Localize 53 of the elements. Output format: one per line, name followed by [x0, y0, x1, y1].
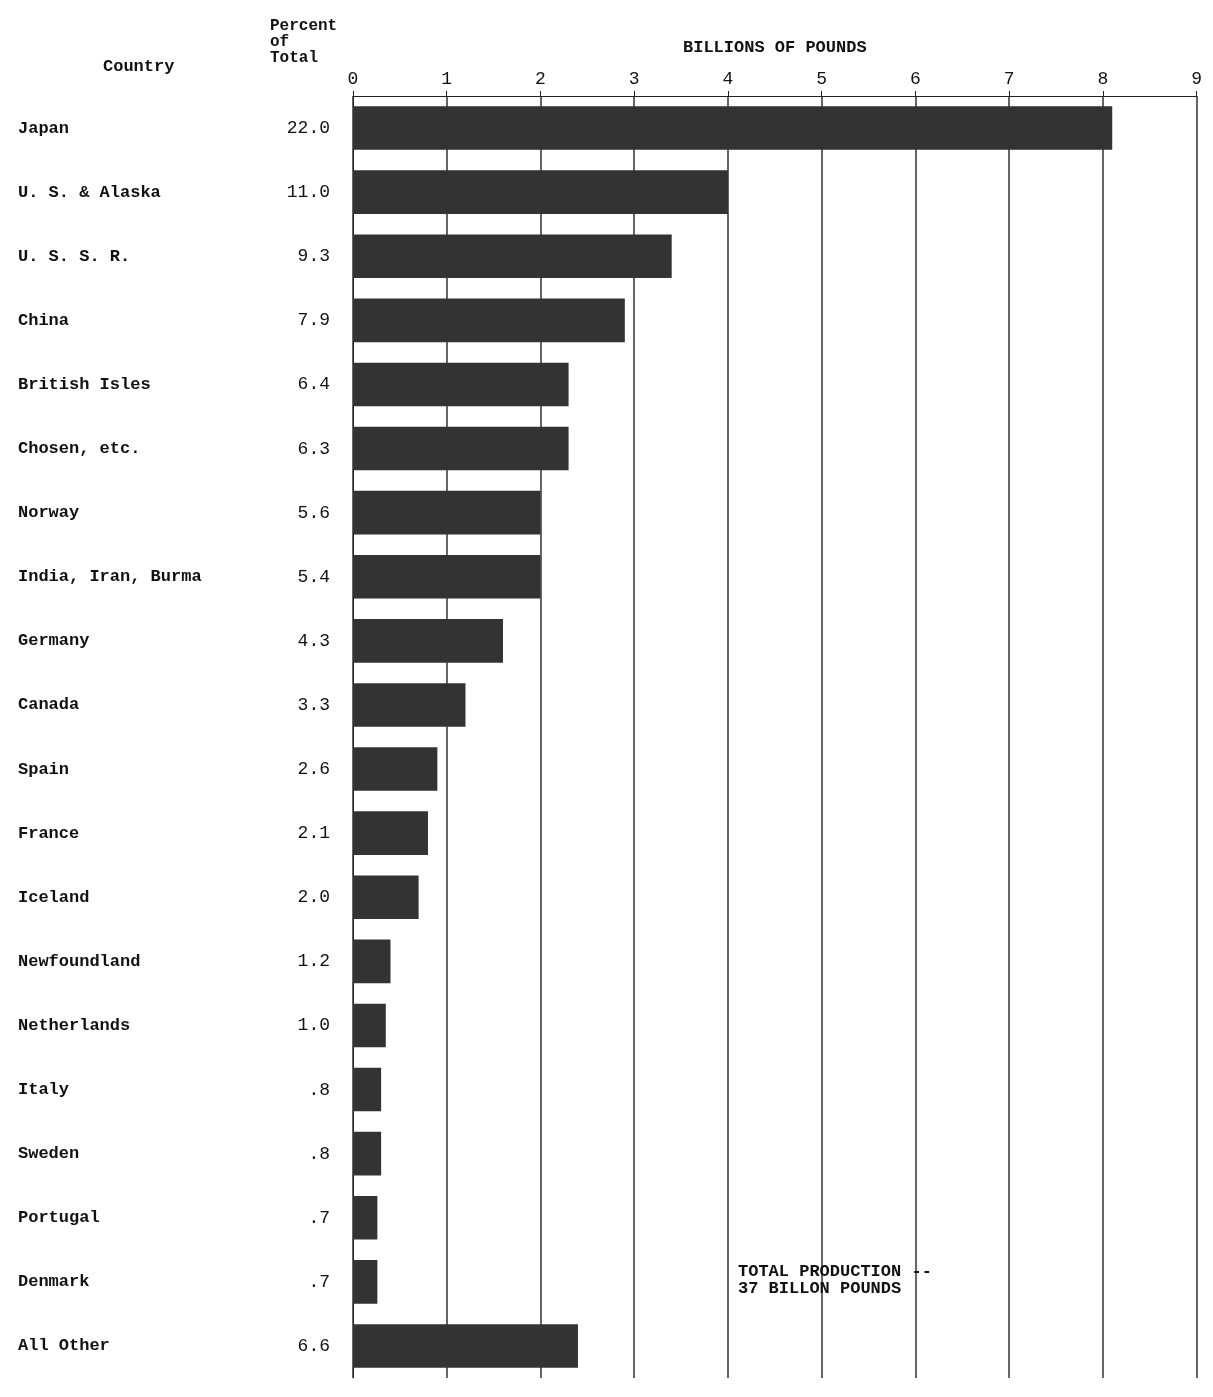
- y-tick-label: Newfoundland: [18, 951, 141, 971]
- text: 3.3: [297, 694, 330, 715]
- x-tick-label: 1: [441, 69, 453, 89]
- text: .7: [308, 1271, 330, 1292]
- text: Percent of Total: [270, 17, 338, 67]
- y-tick-label: Denmark: [18, 1272, 90, 1292]
- y-tick-label: Italy: [18, 1080, 70, 1100]
- x-tick-label: 6: [909, 69, 921, 89]
- y-tick-label: Portugal: [18, 1208, 100, 1228]
- y-tick-label: All Other: [18, 1336, 110, 1356]
- text: 2.1: [297, 823, 330, 844]
- y-tick-label: Japan: [18, 118, 70, 138]
- x-tick-label: 5: [816, 69, 828, 89]
- text: 9.3: [297, 246, 330, 267]
- x-tick-label: 2: [535, 69, 546, 89]
- text: 5.4: [297, 566, 330, 587]
- y-tick-label: Sweden: [18, 1144, 80, 1164]
- y-tick-label: Chosen, etc.: [18, 439, 141, 459]
- y-tick-label: Spain: [18, 759, 70, 779]
- y-tick-label: U. S. & Alaska: [18, 182, 161, 202]
- text: 22.0: [286, 118, 330, 139]
- text: 4.3: [297, 630, 330, 651]
- y-tick-label: China: [18, 310, 70, 330]
- text: 6.4: [297, 374, 330, 395]
- y-tick-label: Norway: [18, 503, 80, 523]
- y-tick-label: Netherlands: [18, 1015, 131, 1035]
- y-tick-label: Iceland: [18, 887, 90, 907]
- text: .8: [308, 1143, 330, 1164]
- text: 2.6: [297, 759, 330, 780]
- text: 6.3: [297, 438, 330, 459]
- x-tick-label: 8: [1097, 69, 1109, 89]
- text: 1.0: [297, 1015, 330, 1036]
- y-tick-label: India, Iran, Burma: [18, 567, 202, 587]
- y-tick-label: British Isles: [18, 374, 151, 394]
- x-tick-label: 4: [722, 69, 734, 89]
- y-tick-label: U. S. S. R.: [18, 246, 131, 266]
- text: 11.0: [286, 182, 330, 203]
- text: 7.9: [297, 310, 330, 331]
- y-tick-label: France: [18, 823, 80, 843]
- x-axis-title: BILLIONS OF POUNDS: [682, 38, 867, 57]
- y-tick-label: Canada: [18, 695, 80, 715]
- text: 5.6: [297, 502, 330, 523]
- text: 1.2: [297, 951, 330, 972]
- y-axis-title: Country: [103, 57, 175, 76]
- text: .7: [308, 1207, 330, 1228]
- x-tick-label: 0: [347, 69, 359, 89]
- text: 6.6: [297, 1335, 330, 1356]
- x-tick-label: 3: [628, 69, 640, 89]
- x-tick-label: 7: [1003, 69, 1015, 89]
- y-tick-label: Germany: [18, 631, 90, 651]
- x-tick-label: 9: [1191, 69, 1203, 89]
- text: 2.0: [297, 887, 330, 908]
- text: .8: [308, 1079, 330, 1100]
